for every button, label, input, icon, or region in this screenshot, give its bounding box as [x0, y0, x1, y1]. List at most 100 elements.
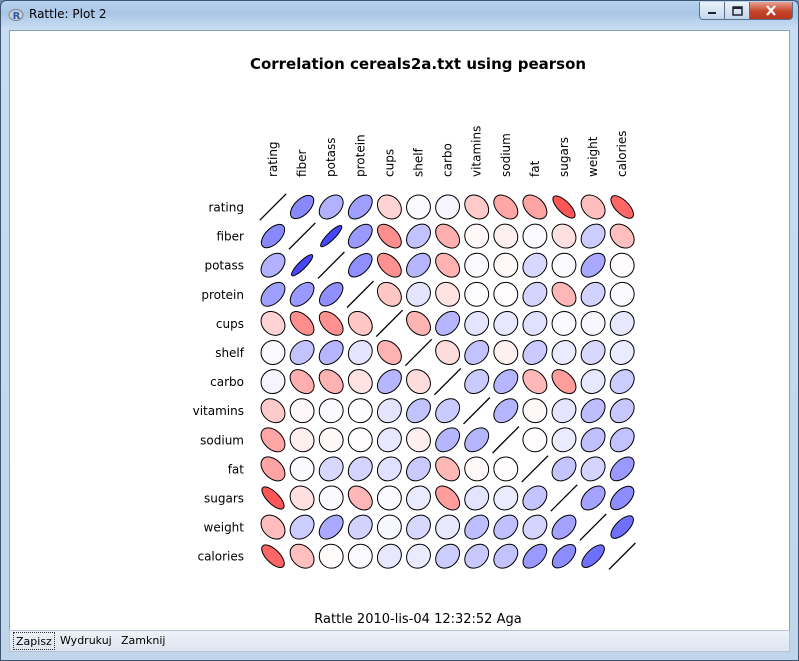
footer-text: Rattle 2010-lis-04 12:32:52 Aga: [314, 612, 521, 627]
corr-cell-shelf-sodium: [493, 340, 519, 365]
row-label-sugars: sugars: [204, 492, 244, 506]
corr-cell-fiber-sodium: [493, 223, 519, 249]
corr-cell-fiber-vitamins: [464, 223, 490, 249]
corr-cell-weight-vitamins: [464, 514, 490, 540]
corr-cell-fiber-shelf: [406, 223, 431, 249]
row-label-calories: calories: [197, 550, 244, 564]
corr-cell-sodium-protein: [347, 427, 373, 453]
maximize-button[interactable]: [725, 2, 750, 20]
corr-cell-carbo-protein: [347, 369, 373, 395]
corr-cell-shelf-calories: [609, 340, 635, 365]
corr-cell-fat-sugars: [551, 456, 577, 482]
corr-cell-potass-calories: [609, 252, 635, 278]
corr-cell-shelf-sugars: [551, 340, 577, 365]
row-label-shelf: shelf: [215, 346, 245, 360]
title-bar[interactable]: R Rattle: Plot 2: [1, 1, 798, 29]
corr-cell-fiber-potass: [320, 224, 343, 248]
corr-cell-weight-fat: [522, 514, 548, 540]
corr-cell-sodium-carbo: [435, 427, 461, 453]
col-label-cups: cups: [382, 149, 396, 177]
corr-cell-vitamins-cups: [376, 398, 402, 424]
corr-cell-shelf-protein: [347, 340, 373, 365]
corr-cell-protein-vitamins: [464, 281, 490, 307]
corr-cell-weight-calories: [610, 515, 634, 539]
corr-cell-cups-sodium: [493, 310, 519, 336]
close-window-button[interactable]: [750, 2, 793, 20]
corr-cell-sodium-fiber: [289, 427, 315, 453]
col-label-sugars: sugars: [557, 137, 571, 177]
corr-cell-shelf-potass: [318, 340, 344, 365]
row-label-protein: protein: [201, 288, 244, 302]
corr-cell-fat-potass: [318, 456, 344, 482]
corr-cell-sugars-vitamins: [464, 485, 490, 511]
row-label-fiber: fiber: [217, 230, 245, 244]
corr-cell-rating-shelf: [406, 194, 431, 220]
minimize-button[interactable]: [699, 2, 725, 20]
diagonal-mark-cups: [375, 309, 404, 338]
corr-cell-potass-protein: [348, 252, 373, 278]
corr-cell-protein-cups: [376, 281, 402, 307]
corr-cell-rating-fat: [522, 194, 548, 220]
corr-cell-vitamins-rating: [260, 398, 286, 424]
save-button[interactable]: Zapisz: [13, 632, 55, 650]
close-button[interactable]: Zamknij: [121, 634, 166, 647]
corr-cell-weight-rating: [260, 514, 286, 540]
print-button[interactable]: Wydrukuj: [60, 634, 112, 647]
svg-text:R: R: [13, 11, 21, 22]
corr-cell-vitamins-fat: [522, 398, 548, 424]
diagonal-mark-sugars: [550, 484, 578, 512]
col-label-fiber: fiber: [295, 149, 309, 177]
corr-cell-calories-potass: [318, 543, 344, 569]
corr-cell-fiber-fat: [522, 223, 548, 249]
corr-cell-rating-protein: [347, 194, 373, 220]
col-label-protein: protein: [353, 134, 367, 177]
corr-cell-sodium-shelf: [406, 427, 431, 453]
row-label-carbo: carbo: [210, 375, 244, 389]
chart-title: Correlation cereals2a.txt using pearson: [250, 55, 586, 73]
corr-cell-fat-fiber: [289, 456, 315, 482]
corr-cell-shelf-fat: [522, 340, 548, 365]
maximize-icon: [731, 5, 743, 16]
corr-cell-cups-calories: [609, 310, 635, 336]
corr-cell-protein-shelf: [406, 281, 431, 307]
corr-cell-cups-rating: [260, 310, 286, 336]
corr-cell-sodium-vitamins: [464, 427, 490, 453]
corr-cell-carbo-potass: [318, 369, 344, 395]
corr-cell-carbo-rating: [260, 369, 286, 395]
corr-cell-calories-weight: [581, 544, 605, 568]
corr-cell-protein-fiber: [289, 281, 315, 307]
corr-cell-weight-shelf: [406, 514, 431, 540]
diagonal-mark-fiber: [288, 222, 316, 250]
corr-cell-calories-carbo: [435, 543, 461, 569]
corr-cell-cups-protein: [347, 310, 373, 336]
corr-cell-carbo-weight: [580, 369, 606, 395]
row-label-weight: weight: [204, 521, 245, 535]
corr-cell-rating-carbo: [435, 194, 461, 220]
corr-cell-fiber-rating: [260, 223, 286, 249]
corr-cell-fiber-cups: [377, 223, 402, 249]
corr-cell-protein-rating: [260, 281, 286, 307]
corr-cell-protein-potass: [318, 282, 344, 307]
diagonal-mark-shelf: [404, 338, 433, 367]
button-bar: Zapisz Wydrukuj Zamknij: [9, 630, 790, 652]
minimize-icon: [708, 11, 716, 14]
corr-cell-carbo-fat: [522, 369, 548, 395]
col-label-fat: fat: [528, 160, 542, 177]
corr-cell-rating-vitamins: [464, 194, 490, 220]
corr-cell-fat-rating: [260, 456, 286, 482]
corr-cell-rating-potass: [318, 194, 344, 220]
corr-cell-carbo-shelf: [406, 369, 431, 395]
col-label-sodium: sodium: [499, 133, 513, 177]
corr-cell-vitamins-calories: [609, 398, 635, 424]
corr-cell-sodium-cups: [376, 427, 402, 453]
corr-cell-fat-carbo: [435, 456, 461, 482]
corr-cell-sugars-fat: [522, 485, 548, 511]
corr-cell-carbo-sodium: [493, 369, 519, 395]
corr-cell-sugars-weight: [580, 485, 606, 511]
diagonal-mark-protein: [346, 280, 374, 308]
corr-cell-fat-protein: [347, 456, 373, 482]
corr-cell-cups-shelf: [406, 310, 431, 336]
corr-cell-fiber-sugars: [551, 223, 577, 249]
corr-cell-shelf-fiber: [289, 340, 315, 365]
